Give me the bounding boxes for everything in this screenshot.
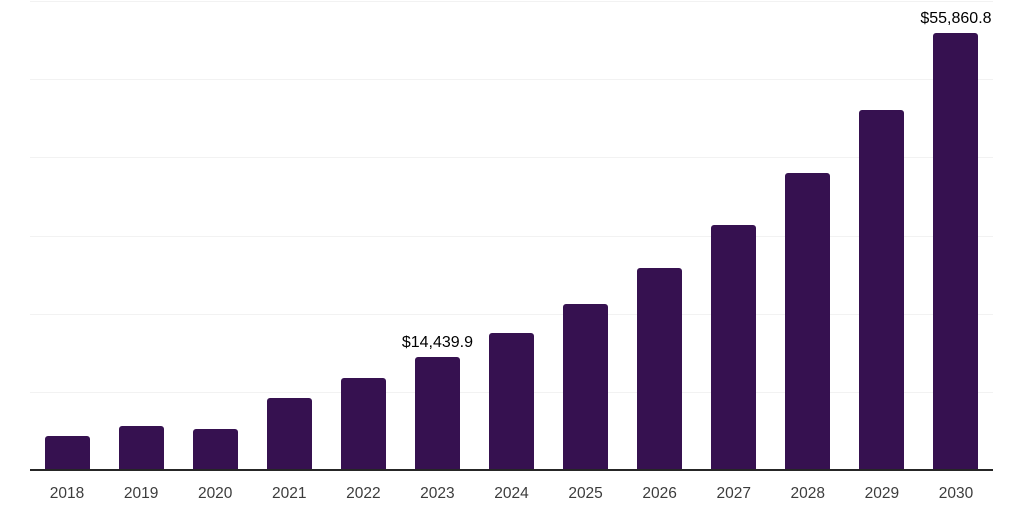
x-tick-label-2022: 2022 bbox=[346, 485, 381, 502]
bar-2025[interactable] bbox=[563, 303, 609, 470]
x-axis-line bbox=[30, 469, 993, 471]
x-tick-label-2019: 2019 bbox=[123, 485, 159, 502]
x-tick-label-2018: 2018 bbox=[49, 485, 85, 502]
bar-2024[interactable] bbox=[489, 333, 534, 470]
gridline-50000 bbox=[30, 79, 993, 81]
x-tick-label-2030: 2030 bbox=[938, 485, 974, 502]
x-tick-label-2029: 2029 bbox=[864, 485, 900, 502]
x-tick-label-2023: 2023 bbox=[420, 485, 455, 502]
gridline-60000 bbox=[30, 1, 993, 2]
bar-2028[interactable] bbox=[785, 173, 831, 470]
x-tick-label-2027: 2027 bbox=[716, 485, 751, 502]
gridline-40000 bbox=[30, 157, 993, 159]
x-tick-label-2020: 2020 bbox=[197, 485, 233, 502]
data-label-2030: $55,860.8 bbox=[920, 10, 992, 28]
x-tick-label-2025: 2025 bbox=[568, 485, 603, 502]
bar-2023[interactable] bbox=[414, 357, 460, 470]
x-tick-label-2024: 2024 bbox=[494, 485, 529, 502]
bar-2030[interactable] bbox=[933, 33, 979, 470]
bar-2022[interactable] bbox=[340, 377, 386, 470]
bar-2026[interactable] bbox=[637, 268, 683, 470]
x-tick-label-2026: 2026 bbox=[642, 485, 677, 502]
bar-2021[interactable] bbox=[266, 398, 312, 470]
gridline-30000 bbox=[30, 235, 993, 237]
data-label-2023: $14,439.9 bbox=[401, 334, 474, 352]
x-tick-label-2028: 2028 bbox=[790, 485, 826, 502]
x-tick-label-2021: 2021 bbox=[272, 485, 307, 502]
bar-2019[interactable] bbox=[118, 425, 164, 470]
bar-2020[interactable] bbox=[192, 429, 238, 470]
bar-2027[interactable] bbox=[711, 225, 757, 470]
bar-2018[interactable] bbox=[44, 435, 90, 470]
gridline-20000 bbox=[30, 313, 993, 315]
bar-2029[interactable] bbox=[859, 109, 905, 470]
